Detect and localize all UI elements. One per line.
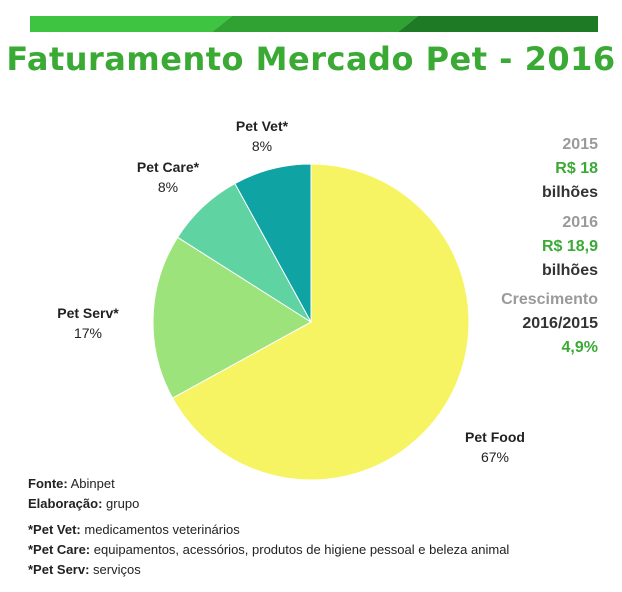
summary-unit-2016: bilhões (541, 262, 598, 279)
source-block: Fonte: Abinpet Elaboração: grupo (28, 474, 139, 514)
slice-label-pet-care: Pet Care* 8% (136, 159, 200, 195)
growth-label: Crescimento (501, 291, 598, 308)
summary-2016: 2016 R$ 18,9 bilhões (542, 211, 598, 283)
pie-slice-pet-vet (234, 163, 312, 323)
summary-year-2016: 2016 (562, 214, 598, 231)
summary-value-2015: R$ 18 (555, 160, 598, 177)
banner-segment-2 (212, 16, 418, 32)
banner-segment-1 (30, 16, 232, 32)
source-line: Fonte: Abinpet (28, 476, 115, 491)
summary-year-2015: 2015 (562, 136, 598, 153)
footnote-pet-serv: *Pet Serv: serviços (28, 562, 141, 577)
summary-growth: Crescimento 2016/2015 4,9% (501, 288, 598, 360)
slice-label-pet-vet: Pet Vet* 8% (235, 118, 289, 154)
growth-value: 4,9% (561, 339, 598, 356)
footnotes: *Pet Vet: medicamentos veterinários *Pet… (28, 520, 509, 580)
page-title: Faturamento Mercado Pet - 2016 (6, 40, 616, 78)
pie-slice-pet-serv (152, 236, 312, 399)
header-banner (30, 16, 598, 32)
footnote-pet-care: *Pet Care: equipamentos, acessórios, pro… (28, 542, 510, 557)
summary-2015: 2015 R$ 18 bilhões (542, 133, 598, 205)
pie-slice-pet-food (171, 163, 470, 481)
banner-segment-3 (398, 16, 598, 32)
slice-label-pet-food: Pet Food 67% (465, 429, 525, 465)
footnote-pet-vet: *Pet Vet: medicamentos veterinários (28, 522, 240, 537)
slice-label-pet-serv: Pet Serv* 17% (57, 305, 119, 341)
elaboration-line: Elaboração: grupo (28, 496, 140, 511)
growth-period: 2016/2015 (522, 315, 598, 332)
summary-unit-2015: bilhões (541, 184, 598, 201)
summary-value-2016: R$ 18,9 (541, 238, 598, 255)
